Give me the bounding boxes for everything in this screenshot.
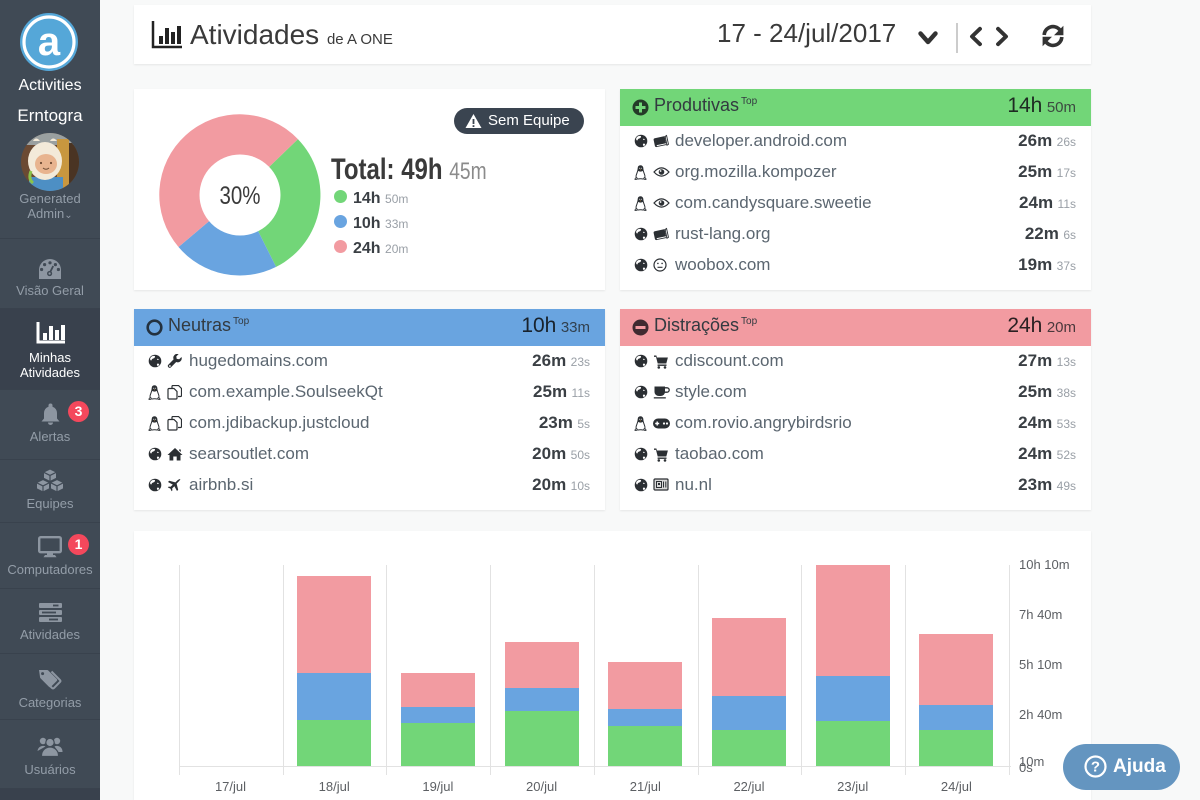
svg-text:a: a [38,20,61,64]
svg-text:30%: 30% [219,181,260,209]
svg-text:?: ? [1091,759,1100,776]
